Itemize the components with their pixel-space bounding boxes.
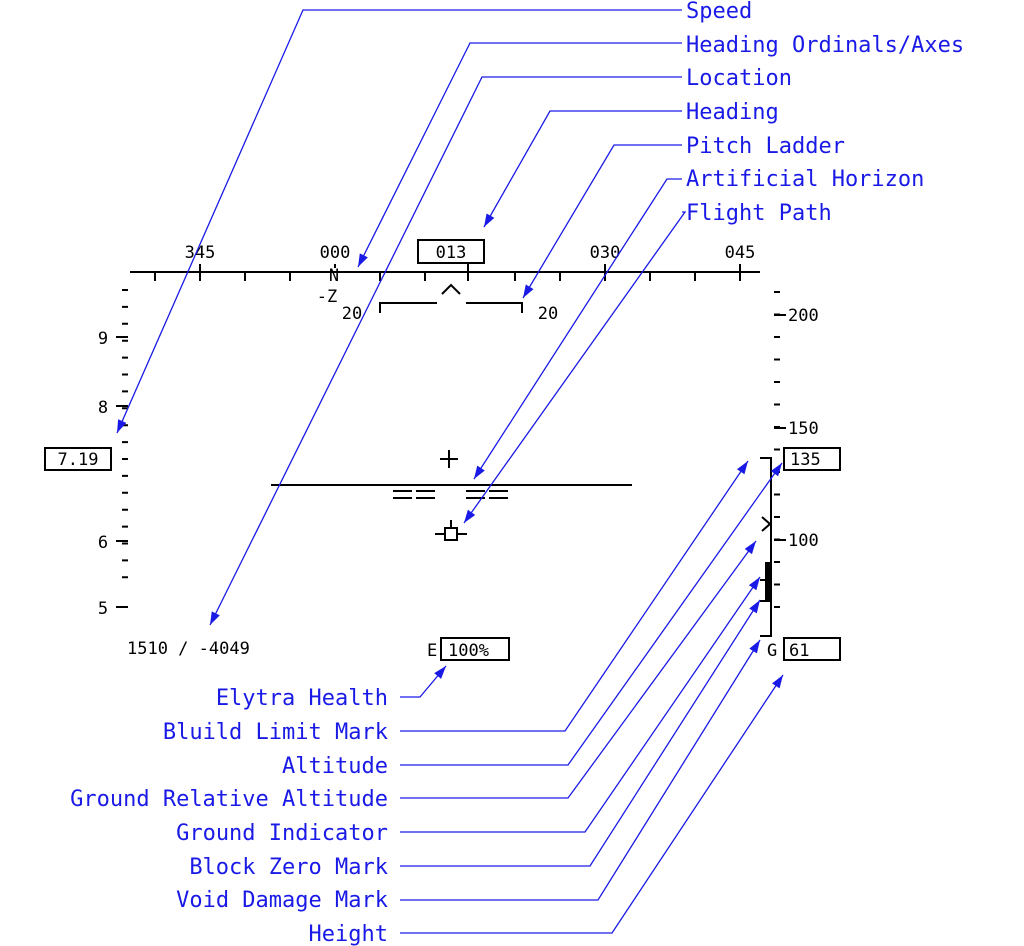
heading-value-box [417, 239, 485, 264]
leader-pitch [522, 144, 682, 299]
leader-height-arrowhead [772, 675, 783, 689]
leader-groundalt [400, 540, 757, 799]
pitch-label-right: 20 [538, 304, 558, 324]
heading-ordinal: N [329, 266, 339, 286]
callout-leaders [116, 9, 784, 934]
speed-tick-label: 6 [98, 533, 108, 553]
altitude-tick-label: 200 [788, 306, 819, 326]
callout-flight-path: Flight Path [686, 201, 832, 226]
callout-heading-ordinals: Heading Ordinals/Axes [686, 33, 964, 58]
build-limit-mark [760, 457, 772, 637]
leader-buildlimit-arrowhead [736, 461, 748, 475]
pitch-bar-left [379, 302, 437, 313]
leader-flightpath-arrowhead [464, 509, 476, 523]
leader-speed-arrowhead [117, 419, 127, 433]
heading-tape: 345 000 030 045 013 N -Z [130, 239, 760, 307]
altitude-tick-label: 150 [788, 419, 819, 439]
speed-value: 7.19 [58, 450, 99, 470]
horizon-dash-left [393, 490, 435, 499]
heading-axis: -Z [317, 287, 337, 307]
speed-tick-label: 9 [98, 329, 108, 349]
callout-build-limit: Bluild Limit Mark [163, 720, 388, 745]
heading-tick-label: 345 [185, 243, 216, 263]
callouts-bottom: Elytra Health Bluild Limit Mark Altitude… [70, 686, 388, 946]
callout-altitude: Altitude [282, 754, 388, 779]
heading-tick-label: 030 [590, 243, 621, 263]
leader-location-arrowhead [210, 611, 220, 625]
leader-elytra [400, 665, 447, 698]
callout-pitch-ladder: Pitch Ladder [686, 134, 845, 159]
altitude-minor-ticks [774, 291, 780, 608]
callout-ground-relative-altitude: Ground Relative Altitude [70, 787, 388, 812]
bottom-readouts: 1510 / -4049 E 100% G 61 [127, 637, 841, 661]
flight-path-wings [435, 520, 467, 535]
altitude-value-box [783, 447, 841, 471]
flight-path-marker [444, 527, 458, 541]
center-symbology [271, 450, 632, 541]
leader-blockzero-arrowhead [749, 600, 760, 614]
elytra-value-box [440, 637, 510, 661]
leader-ordinals-arrowhead [358, 253, 368, 267]
leader-buildlimit [400, 460, 749, 732]
pitch-bar-right [466, 302, 523, 313]
speed-value-box [44, 447, 112, 471]
pitch-ladder: 20 20 [342, 283, 558, 324]
leader-groundind-arrowhead [748, 577, 760, 591]
leader-horizon-arrowhead [474, 465, 485, 479]
leader-pitch-arrowhead [523, 284, 534, 298]
leader-location [209, 76, 682, 626]
ground-indicator [765, 562, 772, 602]
leader-speed [116, 9, 682, 434]
leader-groundalt-arrowhead [744, 541, 756, 555]
callout-heading: Heading [686, 100, 779, 125]
speed-tick-label: 5 [98, 599, 108, 619]
callout-speed: Speed [686, 0, 752, 24]
callout-void-damage: Void Damage Mark [176, 888, 388, 913]
leader-heading [483, 110, 682, 228]
leader-voiddmg-arrowhead [749, 640, 760, 654]
callout-ground-indicator: Ground Indicator [176, 821, 388, 846]
leader-elytra-arrowhead [434, 666, 446, 679]
leader-horizon [473, 178, 682, 480]
location-readout: 1510 / -4049 [127, 639, 250, 659]
leader-height [400, 674, 784, 934]
callout-artificial-horizon: Artificial Horizon [686, 167, 924, 192]
callout-elytra-health: Elytra Health [216, 686, 388, 711]
height-value-box [783, 637, 841, 661]
heading-value: 013 [436, 243, 467, 263]
leader-altitude [400, 462, 783, 766]
callout-block-zero: Block Zero Mark [189, 855, 388, 880]
leader-voiddmg [400, 639, 761, 901]
elytra-prefix: E [427, 641, 437, 661]
callouts-top: Speed Heading Ordinals/Axes Location Hea… [686, 0, 964, 226]
leader-groundind [400, 576, 761, 833]
elytra-health-value: 100% [448, 641, 489, 661]
heading-tick-label: 045 [725, 243, 756, 263]
speed-minor-ticks [122, 289, 128, 579]
callout-height: Height [309, 922, 388, 946]
heading-tick-label: 000 [320, 243, 351, 263]
height-prefix: G [767, 641, 777, 661]
callout-location: Location [686, 66, 792, 91]
leader-flightpath [463, 211, 687, 524]
leader-altitude-arrowhead [770, 463, 782, 477]
altitude-tick-label: 100 [788, 531, 819, 551]
aircraft-reference-cross [440, 450, 458, 468]
horizon-dash-right [466, 490, 508, 499]
altitude-tape: 200 150 100 135 [760, 291, 841, 637]
leader-blockzero [400, 599, 761, 867]
altitude-value: 135 [790, 450, 821, 470]
speed-tick-label: 8 [98, 398, 108, 418]
ground-relative-altitude-caret [761, 516, 772, 532]
leader-ordinals [357, 42, 682, 268]
speed-tape: 9 8 6 5 7.19 [44, 289, 128, 619]
pitch-caret [441, 283, 461, 295]
height-value: 61 [789, 641, 809, 661]
leader-heading-arrowhead [484, 213, 495, 227]
pitch-label-left: 20 [342, 304, 362, 324]
